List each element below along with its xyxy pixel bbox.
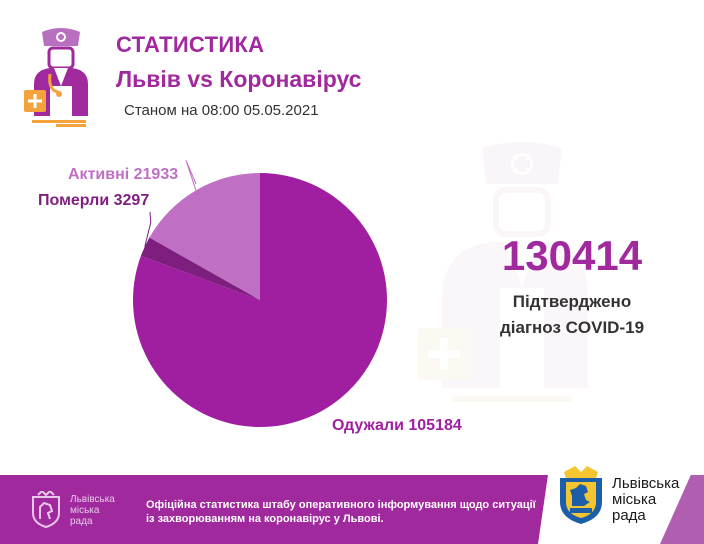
pie-leader-lines [144, 160, 197, 247]
label-died: Померли 3297 [38, 192, 149, 209]
leader-line-active [185, 160, 197, 191]
pie-slice-died [140, 237, 260, 300]
label-recovered: Одужали 105184 [332, 417, 462, 434]
doctor-watermark-icon [418, 142, 588, 402]
page-title: СТАТИСТИКА [116, 32, 265, 57]
leader-line-died [144, 211, 152, 247]
confirmed-caption: Підтверджено [512, 292, 632, 311]
confirmed-total: 130414 [501, 232, 643, 279]
footer-name-line-3: рада [612, 507, 646, 524]
footer-name-line-1: Львівська [612, 475, 680, 492]
footer-org-name: Львівська міська рада [612, 476, 692, 524]
pie-slice-active [149, 173, 260, 300]
doctor-icon [24, 28, 88, 127]
lviv-small-emblem-icon [32, 491, 60, 529]
report-date: Станом на 08:00 05.05.2021 [124, 102, 319, 119]
page-subtitle: Львів vs Коронавірус [116, 66, 362, 92]
footer-small-name-line-3: рада [70, 516, 93, 527]
confirmed-caption-diagnosis: діагноз COVID-19 [499, 318, 645, 337]
lviv-coat-of-arms-icon [560, 466, 602, 524]
pie-slices [133, 173, 387, 427]
footer-name-line-2: міська [612, 491, 657, 508]
footer-small-name-line-2: міська [70, 505, 100, 516]
footer-small-org-name: Львівська міська рада [70, 494, 130, 527]
footer-notice: Офіційна статистика штабу оперативного і… [146, 499, 536, 525]
label-active: Активні 21933 [68, 166, 178, 183]
footer-small-name-line-1: Львівська [70, 494, 115, 505]
